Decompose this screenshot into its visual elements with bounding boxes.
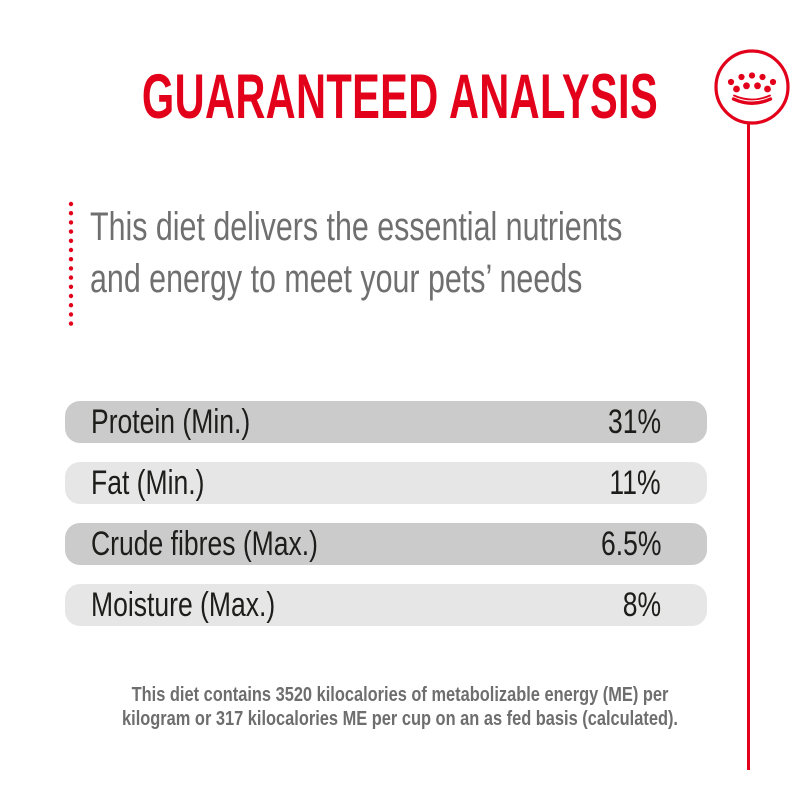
row-label: Protein (Min.) (91, 402, 251, 441)
row-label: Moisture (Max.) (91, 585, 276, 624)
table-row-protein: Protein (Min.) 31% (65, 401, 707, 443)
vertical-accent-line (747, 122, 750, 770)
dotted-accent-line (68, 201, 74, 326)
row-label: Fat (Min.) (91, 463, 205, 502)
table-row-fat: Fat (Min.) 11% (65, 462, 707, 504)
row-value: 8% (622, 585, 661, 624)
footnote-line-2: kilogram or 317 kilocalories ME per cup … (122, 707, 678, 730)
crown-circle-icon (714, 49, 790, 125)
row-label: Crude fibres (Max.) (91, 524, 318, 563)
page-title: GUARANTEED ANALYSIS (141, 62, 659, 132)
intro-paragraph: This diet delivers the essential nutrien… (90, 201, 622, 305)
intro-line-2: and energy to meet your pets’ needs (90, 257, 583, 301)
row-value: 31% (607, 402, 661, 441)
table-row-moisture: Moisture (Max.) 8% (65, 584, 707, 626)
analysis-table: Protein (Min.) 31% Fat (Min.) 11% Crude … (65, 401, 707, 645)
page-title-wrap: GUARANTEED ANALYSIS (0, 66, 800, 129)
row-value: 11% (609, 463, 661, 502)
table-row-crude-fibres: Crude fibres (Max.) 6.5% (65, 523, 707, 565)
row-value: 6.5% (600, 524, 661, 563)
intro-line-1: This diet delivers the essential nutrien… (90, 205, 623, 249)
calorie-footnote: This diet contains 3520 kilocalories of … (80, 683, 720, 731)
footnote-line-1: This diet contains 3520 kilocalories of … (131, 683, 669, 706)
brand-logo (712, 47, 792, 127)
